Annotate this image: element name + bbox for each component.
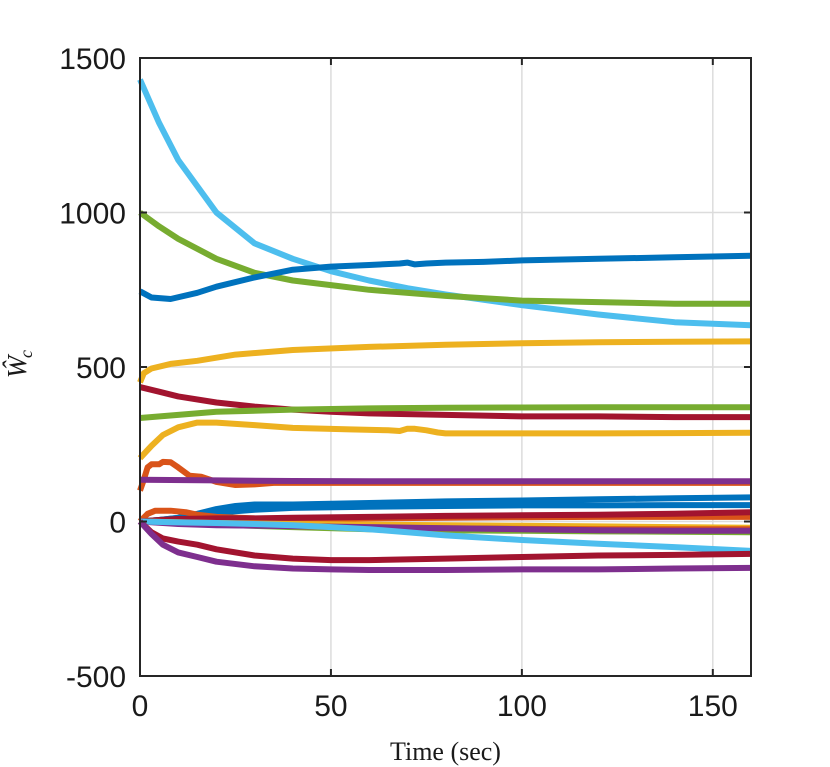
y-tick-label-4: 1500 [59, 43, 126, 76]
series-line-18 [139, 518, 752, 554]
series-line-4 [137, 338, 752, 384]
x-tick-label-1: 50 [314, 690, 347, 723]
series-line-19 [137, 519, 752, 564]
series-layer [137, 78, 752, 573]
y-tick-label-1: 0 [109, 507, 126, 540]
series-line-9 [139, 476, 751, 485]
series-line-2 [138, 210, 751, 307]
series-line-6 [139, 404, 751, 421]
x-axis-label: Time (sec) [390, 737, 501, 766]
series-line-13 [139, 509, 752, 525]
series-line-3 [138, 252, 752, 302]
y-tick-label-0: -500 [66, 661, 126, 694]
y-axis-label-subscript: c [16, 350, 36, 358]
ticks [139, 57, 751, 677]
series-line-20 [137, 519, 752, 573]
series-line-7 [137, 419, 752, 461]
y-axis-label-main: Ŵ [2, 353, 32, 378]
y-tick-label-2: 500 [76, 352, 126, 385]
x-tick-label-2: 100 [497, 690, 547, 723]
x-tick-label-0: 0 [132, 690, 149, 723]
x-tick-label-3: 150 [688, 690, 738, 723]
y-tick-label-3: 1000 [59, 198, 126, 231]
y-axis-label: Ŵ c [2, 350, 36, 378]
series-line-1 [137, 78, 752, 329]
